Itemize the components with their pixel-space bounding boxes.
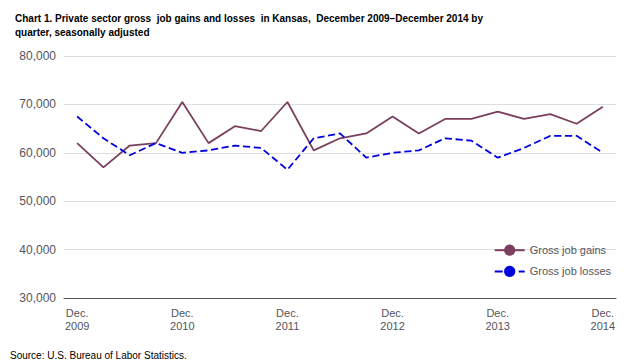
- svg-text:Dec.: Dec.: [171, 307, 194, 319]
- svg-text:2010: 2010: [170, 320, 194, 332]
- svg-text:80,000: 80,000: [19, 49, 56, 63]
- svg-text:2014: 2014: [591, 320, 615, 332]
- svg-text:70,000: 70,000: [19, 97, 56, 111]
- svg-text:2011: 2011: [276, 320, 300, 332]
- svg-text:Dec.: Dec.: [486, 307, 509, 319]
- svg-text:2009: 2009: [65, 320, 89, 332]
- svg-text:Gross job losses: Gross job losses: [530, 265, 612, 277]
- svg-text:30,000: 30,000: [19, 291, 56, 305]
- svg-text:Dec.: Dec.: [276, 307, 299, 319]
- svg-text:2013: 2013: [485, 320, 509, 332]
- svg-text:Dec.: Dec.: [592, 307, 615, 319]
- svg-text:60,000: 60,000: [19, 146, 56, 160]
- svg-text:Dec.: Dec.: [381, 307, 404, 319]
- svg-text:Gross job gains: Gross job gains: [530, 244, 607, 256]
- svg-text:Dec.: Dec.: [66, 307, 89, 319]
- svg-text:Chart 1. Private sector gross: Chart 1. Private sector gross job gains …: [15, 13, 483, 24]
- svg-text:quarter, seasonally adjusted: quarter, seasonally adjusted: [15, 27, 150, 38]
- svg-text:Source: U.S. Bureau of Labor S: Source: U.S. Bureau of Labor Statistics.: [10, 350, 187, 361]
- svg-text:50,000: 50,000: [19, 194, 56, 208]
- svg-text:2012: 2012: [380, 320, 404, 332]
- svg-text:40,000: 40,000: [19, 243, 56, 257]
